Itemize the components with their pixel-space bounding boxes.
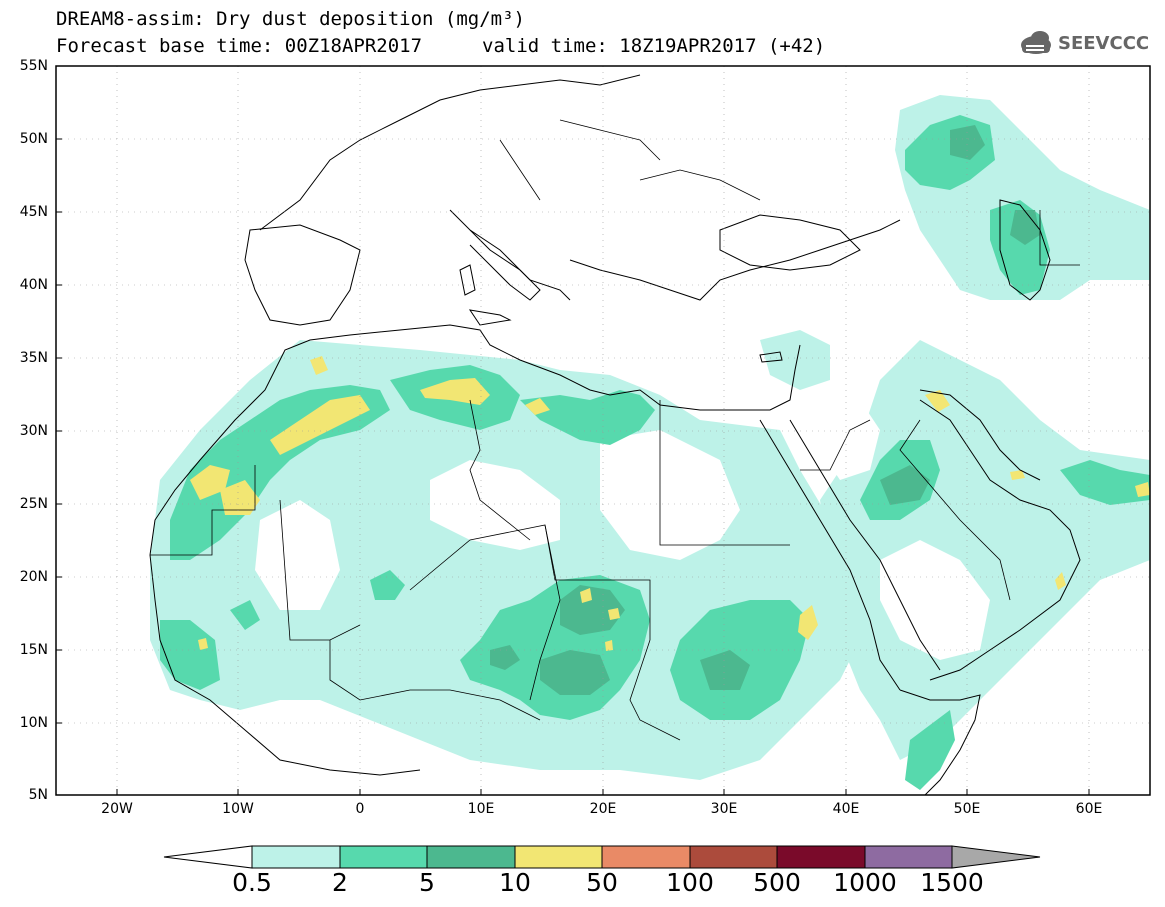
lon-label: 20E (589, 801, 617, 817)
clear-areas (255, 400, 990, 660)
lat-label: 20N (19, 569, 48, 585)
colorbar-label: 0.5 (232, 868, 272, 897)
colorbar-over-arrow (951, 845, 1041, 869)
colorbar (163, 845, 1041, 869)
lat-label: 55N (19, 58, 48, 74)
lat-label: 5N (28, 787, 48, 803)
forecast-base-time: Forecast base time: 00Z18APR2017 (56, 35, 423, 57)
lon-label: 0 (355, 801, 365, 817)
colorbar-bin-4 (514, 845, 603, 869)
lon-label: 30E (710, 801, 738, 817)
map-title: DREAM8-assim: Dry dust deposition (mg/m³… (56, 8, 525, 30)
colorbar-under-arrow (163, 845, 253, 869)
colorbar-label: 1500 (920, 868, 984, 897)
lat-label: 35N (19, 350, 48, 366)
colorbar-label: 5 (419, 868, 435, 897)
colorbar-label: 100 (666, 868, 714, 897)
logo-text: SEEVCCC (1058, 33, 1150, 54)
lon-label: 10W (222, 801, 254, 817)
colorbar-label: 500 (753, 868, 801, 897)
colorbar-label: 2 (332, 868, 348, 897)
colorbar-bin-1 (251, 845, 341, 869)
axis-ticks (56, 138, 1090, 795)
cloud-icon (1021, 31, 1051, 54)
gridlines (56, 66, 1150, 795)
lon-label: 10E (467, 801, 495, 817)
colorbar-bin-7 (776, 845, 866, 869)
lat-label: 25N (19, 496, 48, 512)
colorbar-label: 10 (499, 868, 531, 897)
level3-areas (490, 125, 1040, 695)
lon-label: 50E (953, 801, 981, 817)
lat-label: 15N (19, 642, 48, 658)
colorbar-bin-6 (689, 845, 778, 869)
colorbar-bin-5 (601, 845, 691, 869)
country-borders (150, 119, 1080, 741)
lat-label: 40N (19, 277, 48, 293)
level4-areas (190, 356, 1150, 651)
colorbar-label: 1000 (833, 868, 897, 897)
colorbar-label: 50 (586, 868, 618, 897)
lon-label: 40E (832, 801, 860, 817)
colorbar-bin-2 (339, 845, 428, 869)
seevccc-logo (1021, 31, 1051, 54)
lon-label: 60E (1075, 801, 1103, 817)
lat-label: 45N (19, 204, 48, 220)
colorbar-bin-8 (864, 845, 953, 869)
valid-time: valid time: 18Z19APR2017 (+42) (482, 35, 826, 57)
lat-label: 30N (19, 423, 48, 439)
map-border (55, 65, 1151, 796)
dust-deposition-fields (150, 95, 1150, 790)
lon-label: 20W (101, 801, 133, 817)
lat-label: 50N (19, 131, 48, 147)
colorbar-bin-3 (426, 845, 516, 869)
lat-label: 10N (19, 715, 48, 731)
